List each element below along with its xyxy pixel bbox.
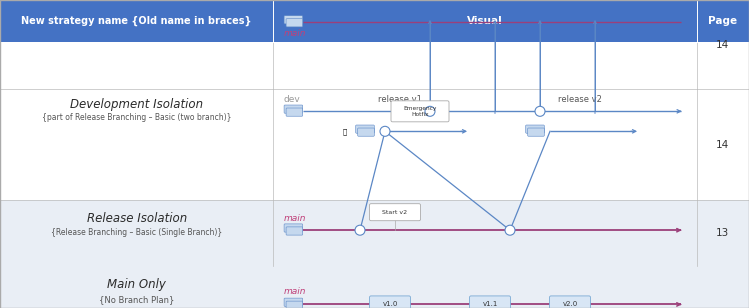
Bar [0, 89, 749, 179]
FancyBboxPatch shape [526, 125, 545, 133]
Text: Main Only: Main Only [107, 278, 166, 291]
Text: Page: Page [709, 16, 737, 26]
Text: main: main [283, 214, 306, 223]
Text: v1.0: v1.0 [382, 302, 398, 307]
Circle shape [355, 225, 365, 235]
FancyBboxPatch shape [358, 128, 374, 136]
Text: Emergency
Hotfix: Emergency Hotfix [403, 106, 437, 117]
Text: 14: 14 [716, 140, 730, 150]
Circle shape [535, 106, 545, 116]
Bar [0, 200, 749, 308]
Text: v1.1: v1.1 [482, 302, 497, 307]
Text: 🔒: 🔒 [343, 128, 347, 135]
FancyBboxPatch shape [528, 128, 545, 136]
FancyBboxPatch shape [284, 105, 303, 113]
Text: Visual: Visual [467, 16, 503, 26]
Text: release v1: release v1 [378, 95, 422, 104]
FancyBboxPatch shape [286, 227, 303, 235]
FancyBboxPatch shape [391, 101, 449, 122]
FancyBboxPatch shape [284, 224, 303, 232]
Text: 14: 14 [716, 40, 730, 50]
Text: {part of Release Branching – Basic (two branch)}: {part of Release Branching – Basic (two … [42, 113, 231, 122]
Circle shape [380, 126, 390, 136]
FancyBboxPatch shape [286, 19, 303, 27]
Text: v2.0: v2.0 [562, 302, 577, 307]
Text: 13: 13 [716, 228, 730, 238]
FancyBboxPatch shape [470, 296, 511, 308]
FancyBboxPatch shape [369, 204, 420, 221]
Circle shape [505, 225, 515, 235]
FancyBboxPatch shape [550, 296, 590, 308]
Text: Development Isolation: Development Isolation [70, 98, 203, 111]
Bar [0, 0, 749, 42]
Text: Release Isolation: Release Isolation [87, 212, 187, 225]
FancyBboxPatch shape [369, 296, 410, 308]
Circle shape [425, 106, 435, 116]
FancyBboxPatch shape [356, 125, 374, 133]
Text: {No Branch Plan}: {No Branch Plan} [99, 295, 175, 304]
Text: Start v2: Start v2 [383, 210, 407, 215]
Text: main: main [283, 287, 306, 296]
FancyBboxPatch shape [284, 16, 303, 24]
Text: dev: dev [283, 95, 300, 104]
Text: New strategy name {Old name in braces}: New strategy name {Old name in braces} [22, 16, 252, 26]
Text: release v2: release v2 [558, 95, 602, 104]
FancyBboxPatch shape [284, 298, 303, 306]
Bar [0, 266, 749, 308]
FancyBboxPatch shape [286, 108, 303, 116]
FancyBboxPatch shape [286, 301, 303, 308]
Text: main: main [283, 30, 306, 38]
Text: {Release Branching – Basic (Single Branch)}: {Release Branching – Basic (Single Branc… [51, 228, 222, 237]
